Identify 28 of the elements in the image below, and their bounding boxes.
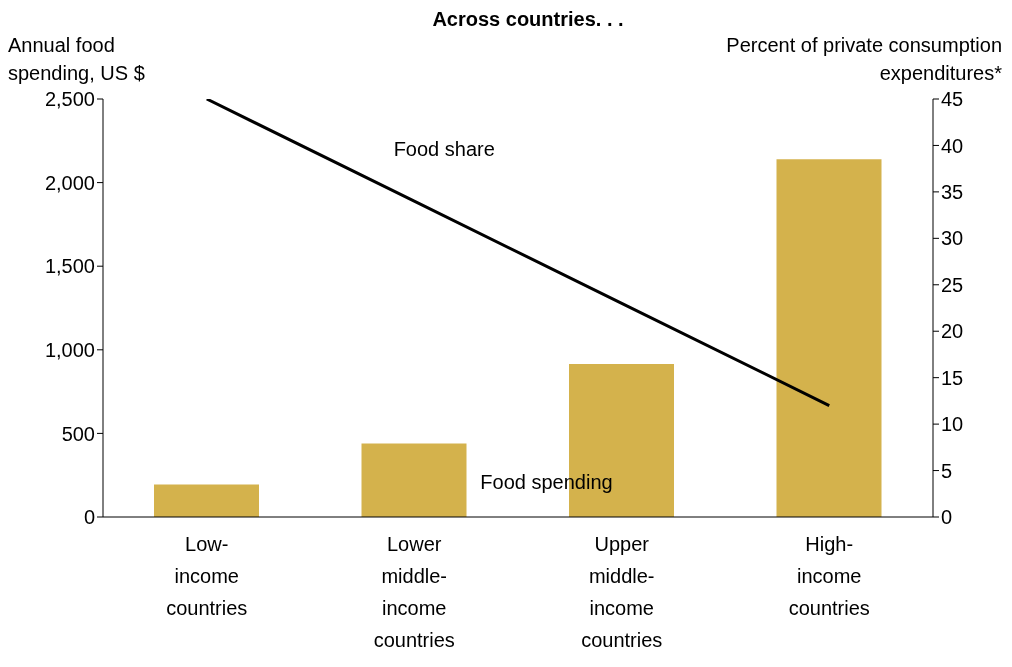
y2-tick-label: 30 bbox=[941, 227, 964, 250]
y-tick-label: 1,000 bbox=[44, 338, 95, 361]
x-tick-label: Upper middle-income countries bbox=[581, 533, 663, 651]
y2-tick-label: 25 bbox=[941, 273, 964, 296]
chart-title: Across countries. . . bbox=[431, 8, 625, 31]
y2-tick-label: 0 bbox=[941, 506, 953, 529]
bar bbox=[361, 443, 467, 517]
line-series bbox=[205, 99, 831, 408]
y-tick-label: 2,000 bbox=[44, 171, 95, 194]
y2-tick-label: 10 bbox=[941, 413, 964, 436]
bar bbox=[154, 484, 259, 517]
y-tick-label: 2,500 bbox=[44, 88, 95, 111]
y2-tick-label: 20 bbox=[941, 320, 964, 343]
y-tick-label: 500 bbox=[61, 422, 95, 445]
y2-tick-label: 15 bbox=[941, 366, 964, 389]
x-tick-label: Lower middle-income countries bbox=[373, 533, 455, 651]
y2-tick-label: 40 bbox=[941, 134, 964, 157]
y2-axis-title: Percent of private consumption expenditures* bbox=[725, 33, 1002, 86]
y2-tick-label: 5 bbox=[941, 459, 953, 482]
bar bbox=[776, 159, 882, 517]
y-axis-title: Annual food spending, US $ bbox=[8, 33, 146, 86]
x-tick-label: Low-income countries bbox=[166, 533, 248, 619]
series-label: Food share bbox=[393, 138, 495, 161]
y2-tick-label: 35 bbox=[941, 180, 964, 203]
y-tick-label: 1,500 bbox=[44, 255, 95, 278]
y-tick-label: 0 bbox=[83, 506, 95, 529]
y2-tick-label: 45 bbox=[941, 88, 964, 111]
x-tick-label: High-income countries bbox=[788, 533, 870, 619]
